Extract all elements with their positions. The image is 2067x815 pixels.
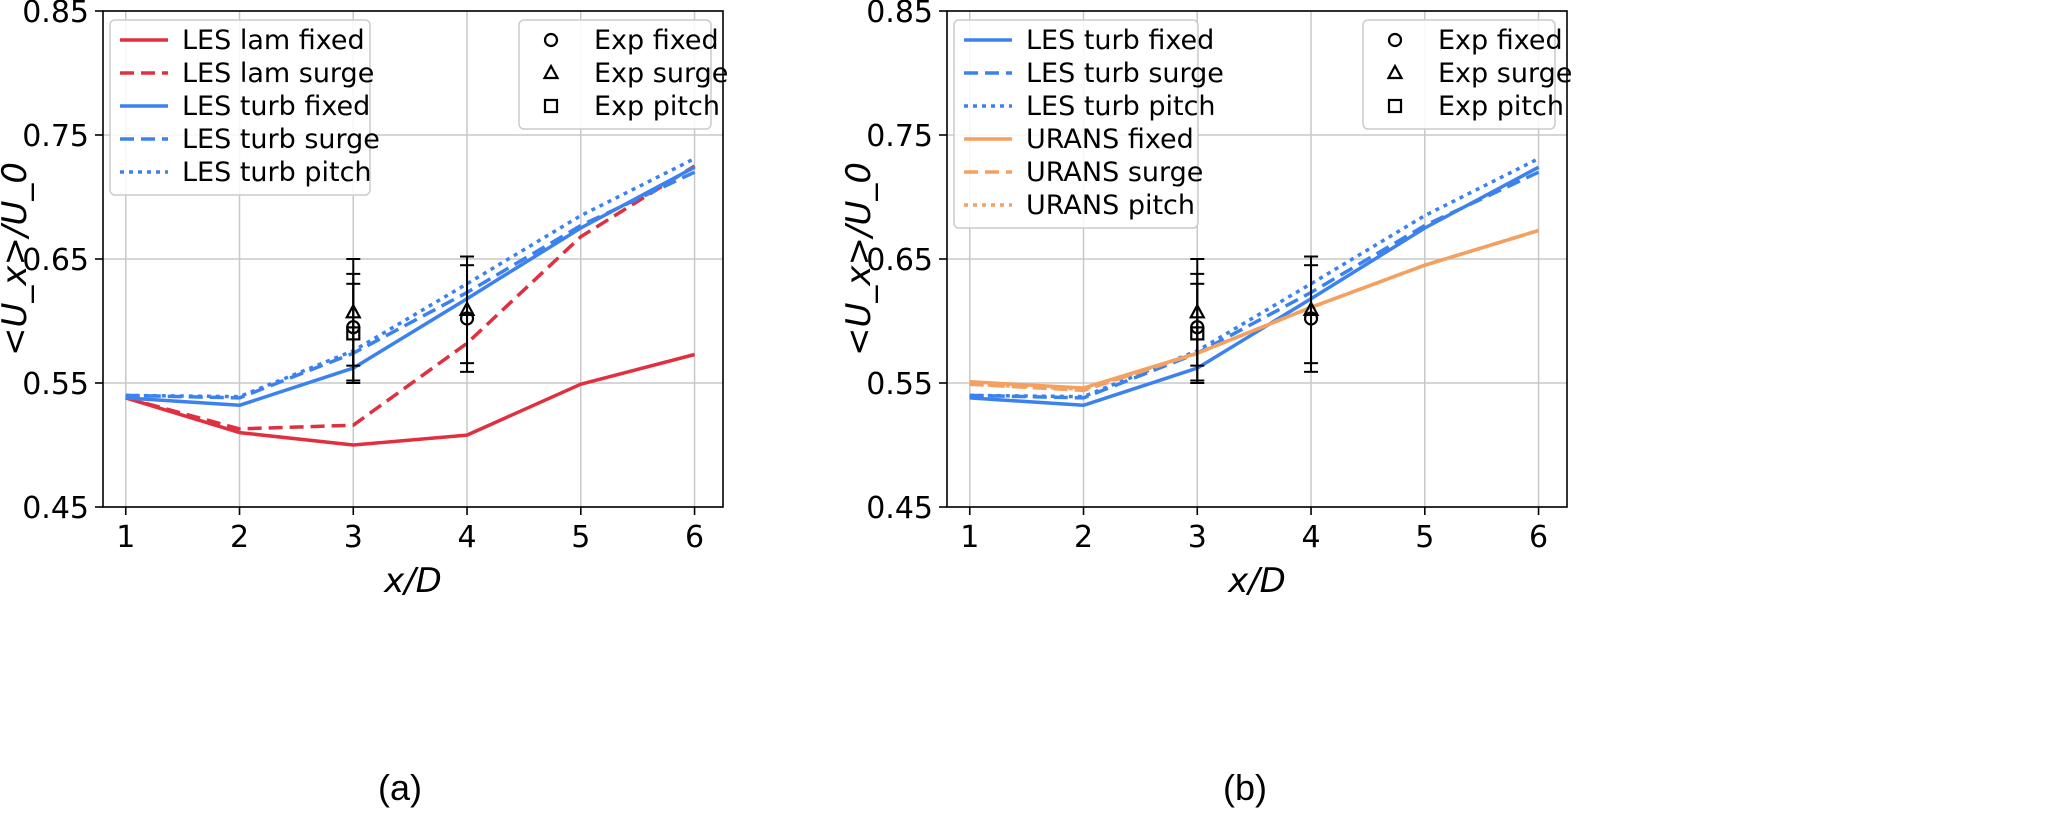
legend-marker-exp-pitch — [1387, 98, 1403, 114]
y-tick-label: 0.65 — [866, 243, 933, 278]
y-tick-label: 0.85 — [22, 0, 89, 30]
series-line-urans-fixed — [969, 228, 1540, 390]
y-tick-label: 0.75 — [866, 119, 933, 154]
legend-label-les-turb-fixed: LES turb fixed — [1026, 25, 1214, 56]
legend-label-exp-pitch: Exp pitch — [594, 91, 720, 122]
exp-point-exp-pitch — [346, 326, 361, 341]
series-line-les-turb-surge — [125, 170, 696, 400]
x-tick-label: 4 — [1301, 520, 1320, 555]
x-axis-title: x/D — [1227, 561, 1286, 601]
legend-marker-exp-fixed — [543, 32, 559, 48]
legend-marker-exp-pitch — [543, 98, 559, 114]
x-tick-label: 4 — [457, 520, 476, 555]
legend-label-les-turb-pitch: LES turb pitch — [182, 157, 372, 188]
series-line-urans-pitch — [969, 228, 1540, 391]
chart-panel-0: 1 2 3 4 5 6 0.45 0.55 0.65 0.75 0.85 x/D <U_x>/U_0 LE… — [0, 0, 728, 808]
y-tick-label: 0.75 — [22, 119, 89, 154]
x-tick-label: 6 — [685, 520, 704, 555]
chart-panel-1: 1 2 3 4 5 6 0.45 0.55 0.65 0.75 0.85 x/D <U_x>/U_0 LE… — [839, 0, 1572, 808]
legend-box — [953, 19, 1199, 229]
series-line-les-lam-surge — [125, 164, 696, 431]
legend-label-les-turb-surge: LES turb surge — [1026, 58, 1224, 89]
series-line-les-turb-pitch — [125, 157, 696, 399]
series-line-les-turb-surge — [969, 170, 1540, 400]
y-axis-title: <U_x>/U_0 — [839, 162, 879, 356]
legend-label-exp-fixed: Exp fixed — [594, 25, 719, 56]
x-axis-title: x/D — [383, 561, 442, 601]
panel-caption: (a) — [378, 767, 422, 808]
legend-box — [1362, 19, 1556, 130]
exp-point-exp-pitch — [1190, 326, 1205, 341]
series-line-urans-surge — [969, 228, 1540, 393]
x-tick-label: 5 — [571, 520, 590, 555]
series-line-les-turb-pitch — [969, 157, 1540, 399]
x-tick-label: 1 — [116, 520, 135, 555]
legend-box — [109, 19, 371, 196]
y-tick-label: 0.85 — [866, 0, 933, 30]
legend-label-les-lam-fixed: LES lam fixed — [182, 25, 365, 56]
y-tick-label: 0.45 — [866, 491, 933, 526]
series-line-les-lam-fixed — [125, 352, 696, 447]
x-tick-label: 5 — [1415, 520, 1434, 555]
legend-label-urans-surge: URANS surge — [1026, 157, 1203, 188]
y-tick-label: 0.65 — [22, 243, 89, 278]
legend-label-les-turb-fixed: LES turb fixed — [182, 91, 370, 122]
legend-box — [518, 19, 712, 130]
legend-label-les-lam-surge: LES lam surge — [182, 58, 374, 89]
x-tick-label: 2 — [230, 520, 249, 555]
panel-caption: (b) — [1223, 767, 1267, 808]
x-tick-label: 1 — [960, 520, 979, 555]
y-tick-label: 0.55 — [866, 367, 933, 402]
y-tick-label: 0.45 — [22, 491, 89, 526]
legend-label-exp-pitch: Exp pitch — [1438, 91, 1564, 122]
legend-marker-exp-surge — [542, 63, 560, 80]
y-axis-title: <U_x>/U_0 — [0, 162, 35, 356]
x-tick-label: 3 — [344, 520, 363, 555]
legend-marker-exp-surge — [1386, 63, 1404, 80]
x-tick-label: 3 — [1188, 520, 1207, 555]
legend-label-exp-surge: Exp surge — [594, 58, 728, 89]
legend-marker-exp-fixed — [1387, 32, 1403, 48]
exp-point-exp-surge — [1302, 300, 1320, 316]
legend-label-les-turb-pitch: LES turb pitch — [1026, 91, 1216, 122]
legend-label-exp-fixed: Exp fixed — [1438, 25, 1563, 56]
y-tick-label: 0.55 — [22, 367, 89, 402]
legend-label-urans-pitch: URANS pitch — [1026, 190, 1195, 221]
legend-label-urans-fixed: URANS fixed — [1026, 124, 1194, 155]
legend-label-exp-surge: Exp surge — [1438, 58, 1572, 89]
exp-point-exp-surge — [458, 300, 476, 316]
x-tick-label: 6 — [1529, 520, 1548, 555]
legend-label-les-turb-surge: LES turb surge — [182, 124, 380, 155]
x-tick-label: 2 — [1074, 520, 1093, 555]
